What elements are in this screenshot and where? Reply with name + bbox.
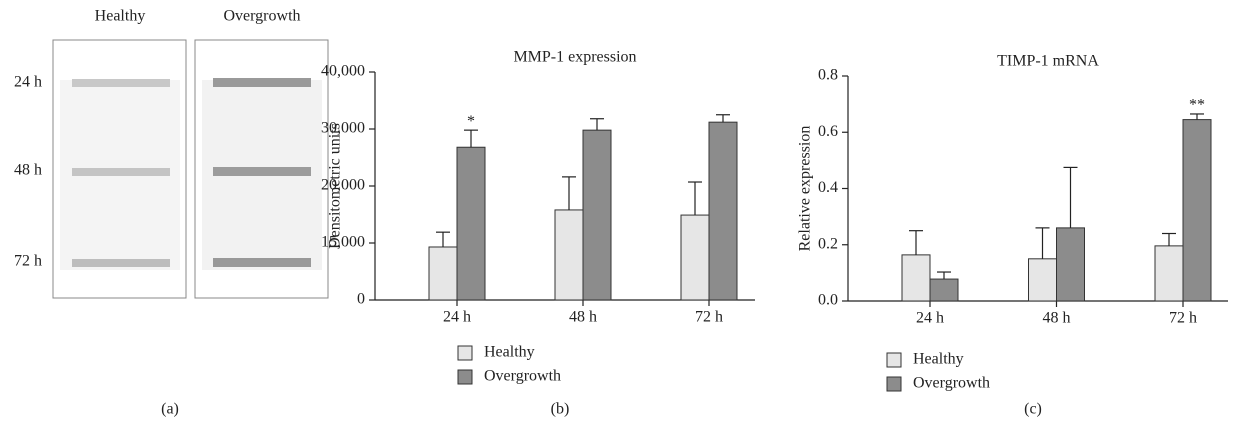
x-tick-label: 48 h [569,309,597,326]
y-axis-label: Densitometric units [327,123,344,249]
legend-swatch [886,352,902,368]
error-bar [562,176,576,210]
y-tick-label: 15,000 [321,234,365,251]
blot-band [72,259,170,267]
y-tick-label: 0.4 [818,179,838,196]
y-tick-label: 0.6 [818,123,838,140]
blot-row: 72 h [14,253,42,270]
error-bar [909,230,923,255]
y-tick-label: 40,000 [321,63,365,80]
significance: * [467,113,475,130]
bar [708,121,738,301]
error-bar [1063,166,1078,228]
legend-swatch [457,369,473,385]
y-tick-label: 0 [357,291,365,308]
bar [680,214,710,301]
blot-column: Overgrowth [223,8,300,25]
legend-label: Healthy [913,351,964,368]
legend-swatch [886,376,902,392]
bar [1154,245,1184,302]
y-tick-label: 0.2 [818,235,838,252]
chart-title: TIMP-1 mRNA [997,53,1099,70]
bar [554,209,584,301]
legend-swatch [457,345,473,361]
x-tick-label: 48 h [1043,310,1071,327]
bar [1028,258,1057,302]
legend-label: Overgrowth [913,375,990,392]
error-bar [464,129,478,148]
panel-label: (b) [551,401,570,418]
panel-label: (a) [161,401,179,418]
blot-row: 24 h [14,74,42,91]
blot-row: 48 h [14,162,42,179]
y-tick-label: 0.8 [818,67,838,84]
panel-label: (c) [1024,401,1042,418]
error-bar [937,271,951,280]
y-axis-label: Relative expression [797,126,814,252]
error-bar [716,114,730,123]
x-tick-label: 24 h [443,309,471,326]
blot-band [72,79,170,87]
x-tick-label: 72 h [695,309,723,326]
y-tick-label: 0.0 [818,292,838,309]
error-bar [1035,227,1050,259]
bar [1182,119,1212,302]
error-bar [590,118,604,131]
x-tick-label: 24 h [916,310,944,327]
blot-band [213,258,311,267]
bar [1056,227,1085,302]
error-bar [1162,232,1176,246]
blot-column: Healthy [95,8,146,25]
x-tick-label: 72 h [1169,310,1197,327]
bar [929,278,959,302]
legend-label: Healthy [484,344,535,361]
error-bar [688,181,702,216]
bar [582,129,612,301]
chart-title: MMP-1 expression [513,49,636,66]
y-tick-label: 30,000 [321,120,365,137]
bar [901,254,931,302]
legend-label: Overgrowth [484,368,561,385]
error-bar [1190,113,1204,120]
blot-band [72,168,170,176]
bar [428,246,458,301]
significance: ** [1189,97,1205,114]
blot-band [213,167,311,176]
y-tick-label: 20,000 [321,177,365,194]
blot-band [213,78,311,87]
bar [456,146,486,301]
error-bar [436,231,450,247]
